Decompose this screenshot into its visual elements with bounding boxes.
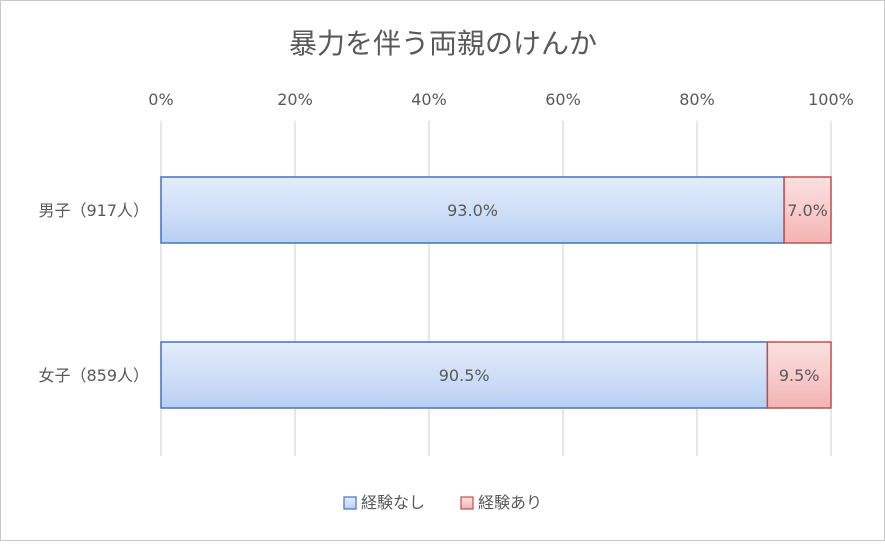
y-axis-categories: 男子（917人） 女子（859人）: [38, 201, 149, 385]
data-label: 93.0%: [447, 201, 498, 220]
data-label: 7.0%: [787, 201, 828, 220]
legend-swatch: [460, 496, 474, 510]
bar-segment: [783, 176, 832, 244]
x-tick-label: 80%: [679, 90, 715, 109]
legend-label: 経験なし: [361, 493, 425, 512]
x-tick-label: 100%: [808, 90, 854, 109]
data-label: 90.5%: [439, 366, 490, 385]
data-label: 9.5%: [779, 366, 820, 385]
category-label: 男子（917人）: [38, 201, 149, 220]
category-label: 女子（859人）: [38, 366, 149, 385]
legend-swatch: [343, 496, 357, 510]
bars: 93.0% 7.0% 90.5% 9.5%: [160, 176, 832, 409]
legend-label: 経験あり: [478, 493, 542, 512]
x-tick-label: 0%: [148, 90, 173, 109]
chart-title: 暴力を伴う両親のけんか: [289, 27, 597, 60]
legend: 経験なし 経験あり: [343, 493, 542, 512]
x-tick-label: 20%: [277, 90, 313, 109]
x-axis-ticks: 0% 20% 40% 60% 80% 100%: [148, 90, 854, 109]
x-tick-label: 40%: [411, 90, 447, 109]
bar-segment: [160, 176, 785, 244]
x-tick-label: 60%: [545, 90, 581, 109]
bar-segment: [766, 341, 832, 409]
